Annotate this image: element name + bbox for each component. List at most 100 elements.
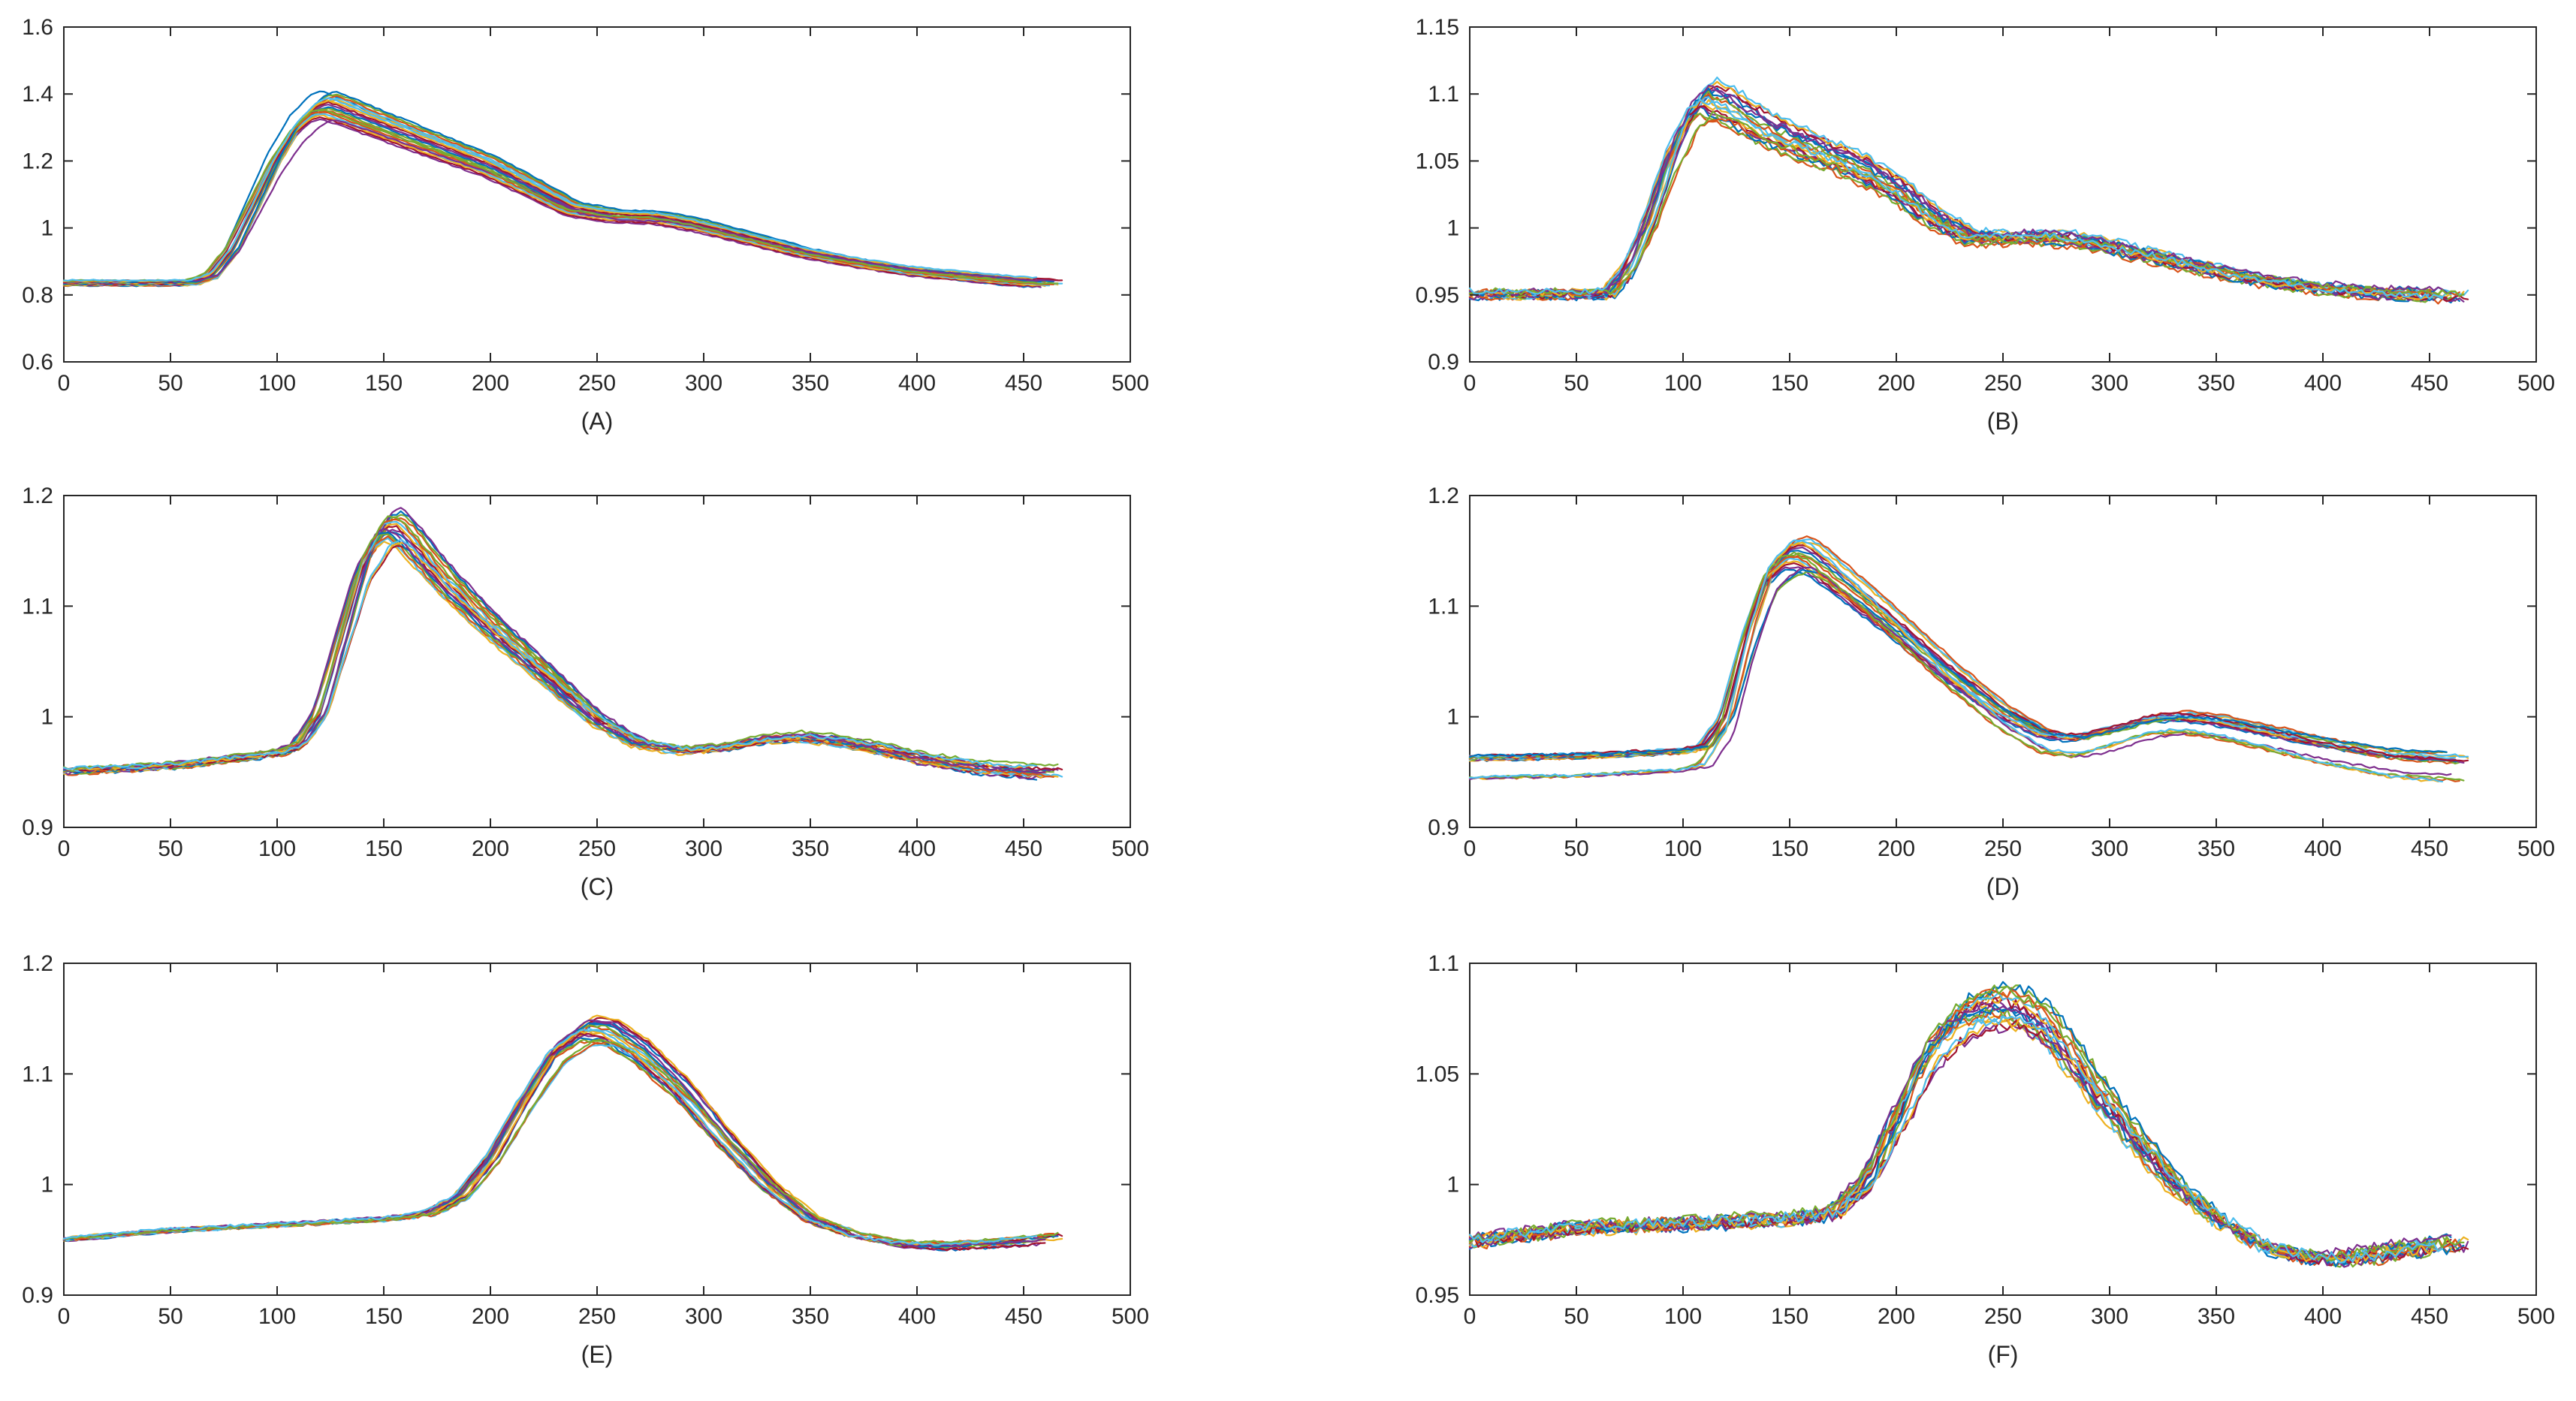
series-line-20: [1468, 1015, 2444, 1264]
x-tick-label: 200: [472, 836, 509, 861]
x-tick-label: 300: [685, 1304, 722, 1329]
y-tick-label: 0.95: [1416, 283, 1459, 308]
x-tick-label: 300: [685, 371, 722, 396]
x-tick-label: 150: [365, 371, 403, 396]
y-tick-label: 1.1: [1428, 594, 1459, 619]
x-tick-label: 150: [1771, 371, 1808, 396]
x-tick-label: 100: [1664, 1304, 1702, 1329]
y-tick-label: 0.9: [22, 1283, 53, 1308]
y-tick-label: 0.8: [22, 283, 53, 308]
x-tick-label: 0: [1464, 371, 1477, 396]
y-tick-label: 0.9: [1428, 350, 1459, 375]
y-tick-label: 1.1: [1428, 951, 1459, 976]
x-tick-label: 400: [2304, 371, 2342, 396]
x-tick-label: 250: [578, 1304, 616, 1329]
series-line-19: [62, 1038, 1059, 1244]
x-tick-label: 350: [792, 836, 829, 861]
x-tick-label: 300: [2091, 1304, 2128, 1329]
x-tick-label: 50: [158, 836, 182, 861]
x-tick-label: 350: [2197, 836, 2235, 861]
series-line-19: [1468, 110, 2465, 297]
x-tick-label: 250: [578, 371, 616, 396]
x-tick-label: 50: [158, 371, 182, 396]
x-tick-label: 200: [472, 371, 509, 396]
y-tick-label: 1: [41, 705, 53, 730]
x-tick-label: 150: [365, 1304, 403, 1329]
x-tick-label: 100: [1664, 836, 1702, 861]
y-tick-label: 0.9: [1428, 815, 1459, 840]
y-tick-label: 1.4: [22, 82, 53, 107]
x-tick-label: 50: [1564, 1304, 1588, 1329]
chart-panel-d: 0 50 100 150 200 250 300 350 400 450 500 0.9 1 1.1 1.2…: [1428, 484, 2555, 900]
x-tick-label: 400: [898, 371, 936, 396]
chart-panel-b: 0 50 100 150 200 250 300 350 400 450 500 0.9 0.95 1 1.…: [1416, 15, 2555, 435]
series-line-20: [1468, 539, 2444, 783]
x-tick-label: 500: [1112, 371, 1149, 396]
x-tick-label: 100: [258, 1304, 296, 1329]
series-line-19: [1468, 551, 2465, 782]
series-line-20: [1468, 98, 2444, 300]
series-group: [62, 90, 1063, 288]
y-tick-label: 0.95: [1416, 1283, 1459, 1308]
x-tick-label: 150: [1771, 1304, 1808, 1329]
x-tick-label: 350: [792, 1304, 829, 1329]
panel-caption: (F): [1988, 1341, 2019, 1368]
x-tick-label: 50: [158, 1304, 182, 1329]
y-tick-label: 1.2: [22, 484, 53, 508]
chart-panel-f: 0 50 100 150 200 250 300 350 400 450 500 0.95 1 1.05 1…: [1416, 951, 2555, 1368]
x-tick-label: 150: [1771, 836, 1808, 861]
x-tick-label: 250: [1984, 371, 2022, 396]
y-tick-label: 1: [41, 1173, 53, 1198]
x-tick-label: 350: [2197, 371, 2235, 396]
x-tick-label: 250: [1984, 1304, 2022, 1329]
x-tick-label: 0: [58, 371, 71, 396]
chart-panel-e: 0 50 100 150 200 250 300 350 400 450 500 0.9 1 1.1 1.2…: [22, 951, 1149, 1368]
panel-caption: (D): [1986, 873, 2019, 900]
x-tick-label: 500: [2517, 1304, 2555, 1329]
chart-panel-a: 0 50 100 150 200 250 300 350 400 450 500 0.6 0.8 1 1.2…: [22, 15, 1149, 435]
y-tick-label: 1.2: [22, 951, 53, 976]
series-line-20: [62, 1029, 1038, 1246]
series-line-15: [1468, 568, 2448, 758]
y-tick-label: 0.6: [22, 350, 53, 375]
x-tick-label: 400: [2304, 1304, 2342, 1329]
x-tick-label: 450: [2411, 836, 2448, 861]
x-tick-label: 500: [2517, 836, 2555, 861]
x-tick-label: 450: [2411, 1304, 2448, 1329]
x-tick-label: 250: [578, 836, 616, 861]
series-group: [1468, 77, 2469, 305]
series-group: [62, 507, 1063, 781]
x-tick-label: 300: [685, 836, 722, 861]
panels: 0 50 100 150 200 250 300 350 400 450 5000.60.811.2…: [22, 15, 2555, 1368]
y-tick-label: 1.1: [1428, 82, 1459, 107]
x-tick-label: 500: [1112, 1304, 1149, 1329]
series-group: [1468, 981, 2469, 1268]
x-tick-label: 100: [258, 836, 296, 861]
x-tick-label: 400: [898, 1304, 936, 1329]
y-tick-label: 1.2: [1428, 484, 1459, 508]
x-tick-label: 200: [472, 1304, 509, 1329]
y-tick-label: 1: [1446, 705, 1459, 730]
y-tick-label: 1.1: [22, 1062, 53, 1086]
x-tick-label: 450: [1005, 836, 1042, 861]
x-tick-label: 100: [1664, 371, 1702, 396]
x-tick-label: 50: [1564, 371, 1588, 396]
x-tick-label: 500: [1112, 836, 1149, 861]
x-tick-label: 500: [2517, 371, 2555, 396]
plot-area: [1469, 26, 2537, 363]
x-tick-label: 0: [1464, 1304, 1477, 1329]
x-tick-label: 450: [1005, 371, 1042, 396]
x-tick-label: 300: [2091, 371, 2128, 396]
y-tick-label: 1.6: [22, 15, 53, 40]
x-tick-label: 400: [898, 836, 936, 861]
x-tick-label: 200: [1878, 1304, 1915, 1329]
x-tick-label: 200: [1878, 371, 1915, 396]
x-tick-label: 200: [1878, 836, 1915, 861]
plot-area: [1469, 495, 2537, 828]
panel-caption: (E): [581, 1341, 614, 1368]
plot-area: [63, 495, 1131, 828]
y-tick-label: 1: [1446, 216, 1459, 241]
series-line-17: [1468, 1016, 2444, 1264]
y-tick-label: 1.2: [22, 149, 53, 173]
